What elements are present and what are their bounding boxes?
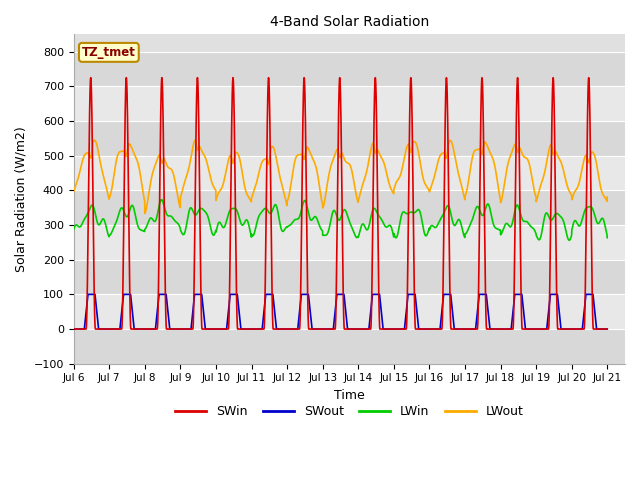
LWin [157,197,165,203]
LWout [70,189,77,195]
LWin [321,232,328,238]
SWout [431,326,438,332]
LWout [604,194,611,200]
LWin [70,227,77,232]
SWin [460,326,468,332]
LWout [166,166,173,171]
Y-axis label: Solar Radiation (W/m2): Solar Radiation (W/m2) [15,126,28,272]
SWin [490,326,498,332]
Bar [74,156,625,191]
Bar [74,86,625,121]
Bar [74,225,625,260]
SWin [193,75,201,81]
Line: SWout: SWout [74,294,607,329]
Title: 4-Band Solar Radiation: 4-Band Solar Radiation [269,15,429,29]
SWin [166,326,173,332]
Line: LWin: LWin [74,200,607,240]
LWout [141,211,148,216]
LWout [191,137,199,143]
LWin [603,231,611,237]
LWin [431,224,438,230]
Bar [74,191,625,225]
SWin [431,326,438,332]
X-axis label: Time: Time [334,389,365,402]
LWin [166,213,173,219]
Bar [74,294,625,329]
LWout [431,173,438,179]
SWin [603,326,611,332]
LWin [604,235,611,240]
SWout [321,326,328,332]
LWin [565,238,573,243]
SWin [604,326,611,332]
SWout [84,291,92,297]
LWout [603,198,611,204]
SWout [70,326,77,332]
Bar [74,260,625,294]
Text: TZ_tmet: TZ_tmet [82,46,136,59]
LWout [490,161,498,167]
SWin [70,326,77,332]
SWout [460,326,468,332]
LWin [460,232,468,238]
SWout [603,326,611,332]
LWout [321,198,328,204]
Bar [74,329,625,364]
SWout [166,325,173,331]
LWout [460,194,468,200]
Legend: SWin, SWout, LWin, LWout: SWin, SWout, LWin, LWout [170,400,529,423]
SWout [604,326,611,332]
Line: SWin: SWin [74,78,607,329]
SWout [490,326,498,332]
Bar [74,52,625,86]
LWin [490,223,498,229]
SWin [321,326,328,332]
Line: LWout: LWout [74,140,607,214]
Bar [74,121,625,156]
